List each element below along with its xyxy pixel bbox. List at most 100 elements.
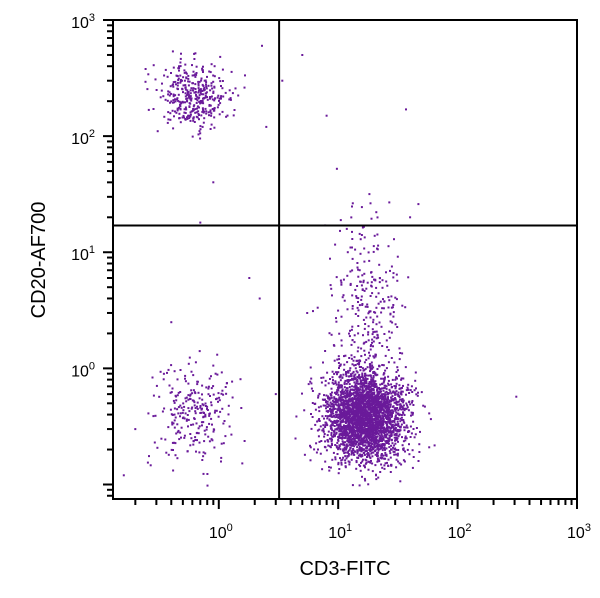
data-point <box>194 75 197 78</box>
data-point <box>353 418 355 421</box>
data-point <box>360 424 363 427</box>
data-point <box>369 348 372 351</box>
data-point <box>210 404 213 407</box>
data-point <box>207 435 210 438</box>
data-point <box>383 447 385 450</box>
data-point <box>386 407 389 410</box>
data-point <box>395 273 398 276</box>
data-point <box>359 402 362 405</box>
data-point <box>345 445 348 448</box>
data-point <box>211 108 214 110</box>
data-point <box>336 441 339 444</box>
data-point <box>360 347 363 350</box>
data-point <box>201 110 204 113</box>
data-point <box>384 430 387 433</box>
data-point <box>410 411 413 414</box>
data-point <box>365 446 368 449</box>
data-point <box>176 84 179 87</box>
data-point <box>227 404 230 407</box>
data-point <box>196 107 198 110</box>
data-point <box>195 65 198 68</box>
data-point <box>360 404 363 407</box>
data-point <box>356 378 359 381</box>
data-point <box>390 432 393 435</box>
data-point <box>381 412 384 415</box>
data-point <box>367 426 370 429</box>
data-point <box>212 90 215 93</box>
data-point <box>223 420 226 422</box>
data-point <box>160 89 163 92</box>
data-point <box>382 373 385 376</box>
data-point <box>355 435 358 438</box>
data-point <box>355 295 358 298</box>
data-point <box>387 430 390 433</box>
data-point <box>382 454 385 457</box>
data-point <box>324 446 327 449</box>
data-point <box>330 414 333 417</box>
data-point <box>364 403 366 406</box>
data-point <box>172 449 174 451</box>
data-point <box>369 439 372 442</box>
data-point <box>155 89 158 91</box>
data-point <box>400 463 403 466</box>
data-point <box>360 298 363 301</box>
data-point <box>178 65 180 68</box>
data-point <box>319 425 322 428</box>
data-point <box>366 439 369 442</box>
data-point <box>196 380 199 383</box>
data-point <box>365 418 368 421</box>
data-point <box>196 383 199 386</box>
data-point <box>332 403 335 406</box>
data-point <box>376 422 379 425</box>
data-point <box>365 388 368 391</box>
data-point <box>164 68 167 71</box>
data-point <box>208 422 211 425</box>
data-point <box>350 450 353 453</box>
data-point <box>331 399 334 402</box>
data-point <box>371 455 374 458</box>
data-point <box>340 434 343 437</box>
data-point <box>360 407 363 410</box>
data-point <box>370 449 373 451</box>
data-point <box>198 96 201 99</box>
data-point <box>349 391 351 394</box>
data-point <box>196 439 198 442</box>
data-point <box>337 403 340 406</box>
data-point <box>381 345 384 347</box>
data-point <box>351 407 354 410</box>
data-point <box>174 80 177 83</box>
data-point <box>195 450 197 453</box>
data-point <box>363 439 365 442</box>
data-point <box>334 403 337 406</box>
data-point <box>337 416 340 419</box>
data-point <box>334 371 337 374</box>
data-point <box>339 404 342 407</box>
data-point <box>332 424 334 427</box>
data-point <box>193 52 196 55</box>
data-point <box>361 416 364 419</box>
data-point <box>209 97 211 100</box>
data-point <box>144 68 147 70</box>
data-point <box>178 106 180 109</box>
data-point <box>330 287 333 290</box>
data-point <box>351 325 354 328</box>
data-point <box>176 408 179 411</box>
data-point <box>191 64 193 67</box>
data-point <box>366 411 369 413</box>
data-point <box>368 437 371 440</box>
data-point <box>398 403 401 406</box>
data-point <box>393 450 396 453</box>
data-point <box>180 406 183 409</box>
data-point <box>171 101 174 104</box>
data-point <box>354 386 357 389</box>
data-point <box>369 363 372 365</box>
data-point <box>367 331 370 334</box>
data-point <box>342 415 345 418</box>
data-point <box>396 326 399 328</box>
data-point <box>351 372 354 375</box>
data-point <box>329 397 332 400</box>
data-point <box>197 84 200 87</box>
data-point <box>364 462 367 465</box>
data-point <box>376 368 379 370</box>
